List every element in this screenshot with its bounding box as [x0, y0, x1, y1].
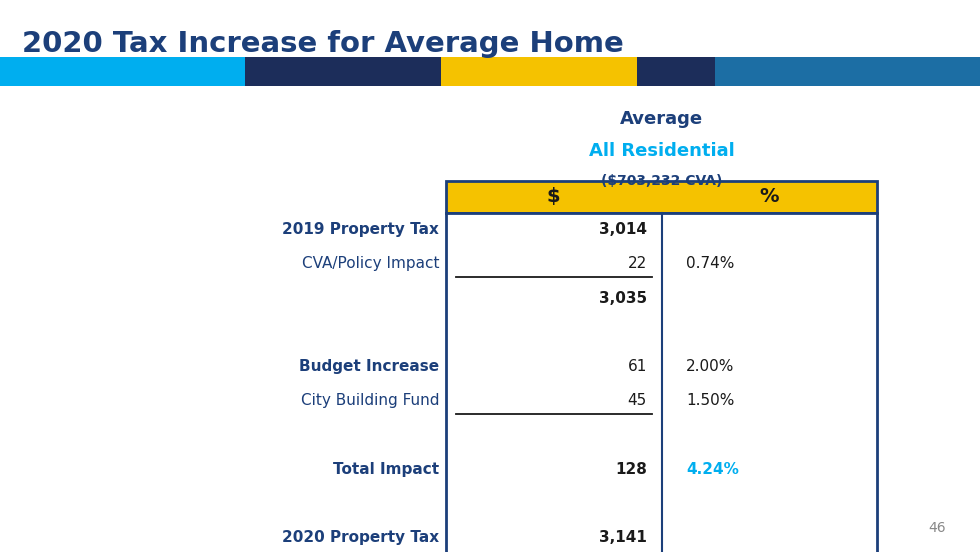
- Bar: [715, 57, 980, 86]
- Text: Budget Increase: Budget Increase: [299, 359, 439, 374]
- Text: %: %: [760, 187, 779, 206]
- Text: 128: 128: [614, 461, 647, 477]
- Text: 61: 61: [627, 359, 647, 374]
- Text: 3,014: 3,014: [599, 222, 647, 237]
- Text: City Building Fund: City Building Fund: [301, 393, 439, 408]
- Text: Total Impact: Total Impact: [333, 461, 439, 477]
- Text: 3,141: 3,141: [599, 530, 647, 545]
- Text: 4.24%: 4.24%: [686, 461, 739, 477]
- Text: 2019 Property Tax: 2019 Property Tax: [282, 222, 439, 237]
- Text: CVA/Policy Impact: CVA/Policy Impact: [302, 256, 439, 272]
- Text: All Residential: All Residential: [589, 142, 734, 161]
- Bar: [446, 213, 877, 552]
- Text: 46: 46: [928, 522, 946, 535]
- Text: $: $: [547, 187, 561, 206]
- Text: 2020 Property Tax: 2020 Property Tax: [282, 530, 439, 545]
- Bar: [245, 57, 441, 86]
- Text: ($703,232 CVA): ($703,232 CVA): [601, 174, 722, 188]
- Text: 2020 Tax Increase for Average Home: 2020 Tax Increase for Average Home: [22, 30, 623, 59]
- Bar: [637, 57, 715, 86]
- Text: 3,035: 3,035: [599, 290, 647, 306]
- Text: Average: Average: [620, 110, 703, 129]
- Text: 45: 45: [627, 393, 647, 408]
- Bar: [446, 181, 877, 213]
- Text: 22: 22: [627, 256, 647, 272]
- Text: 0.74%: 0.74%: [686, 256, 734, 272]
- Text: 1.50%: 1.50%: [686, 393, 734, 408]
- Text: 2.00%: 2.00%: [686, 359, 734, 374]
- Bar: [441, 57, 637, 86]
- Bar: [0, 57, 245, 86]
